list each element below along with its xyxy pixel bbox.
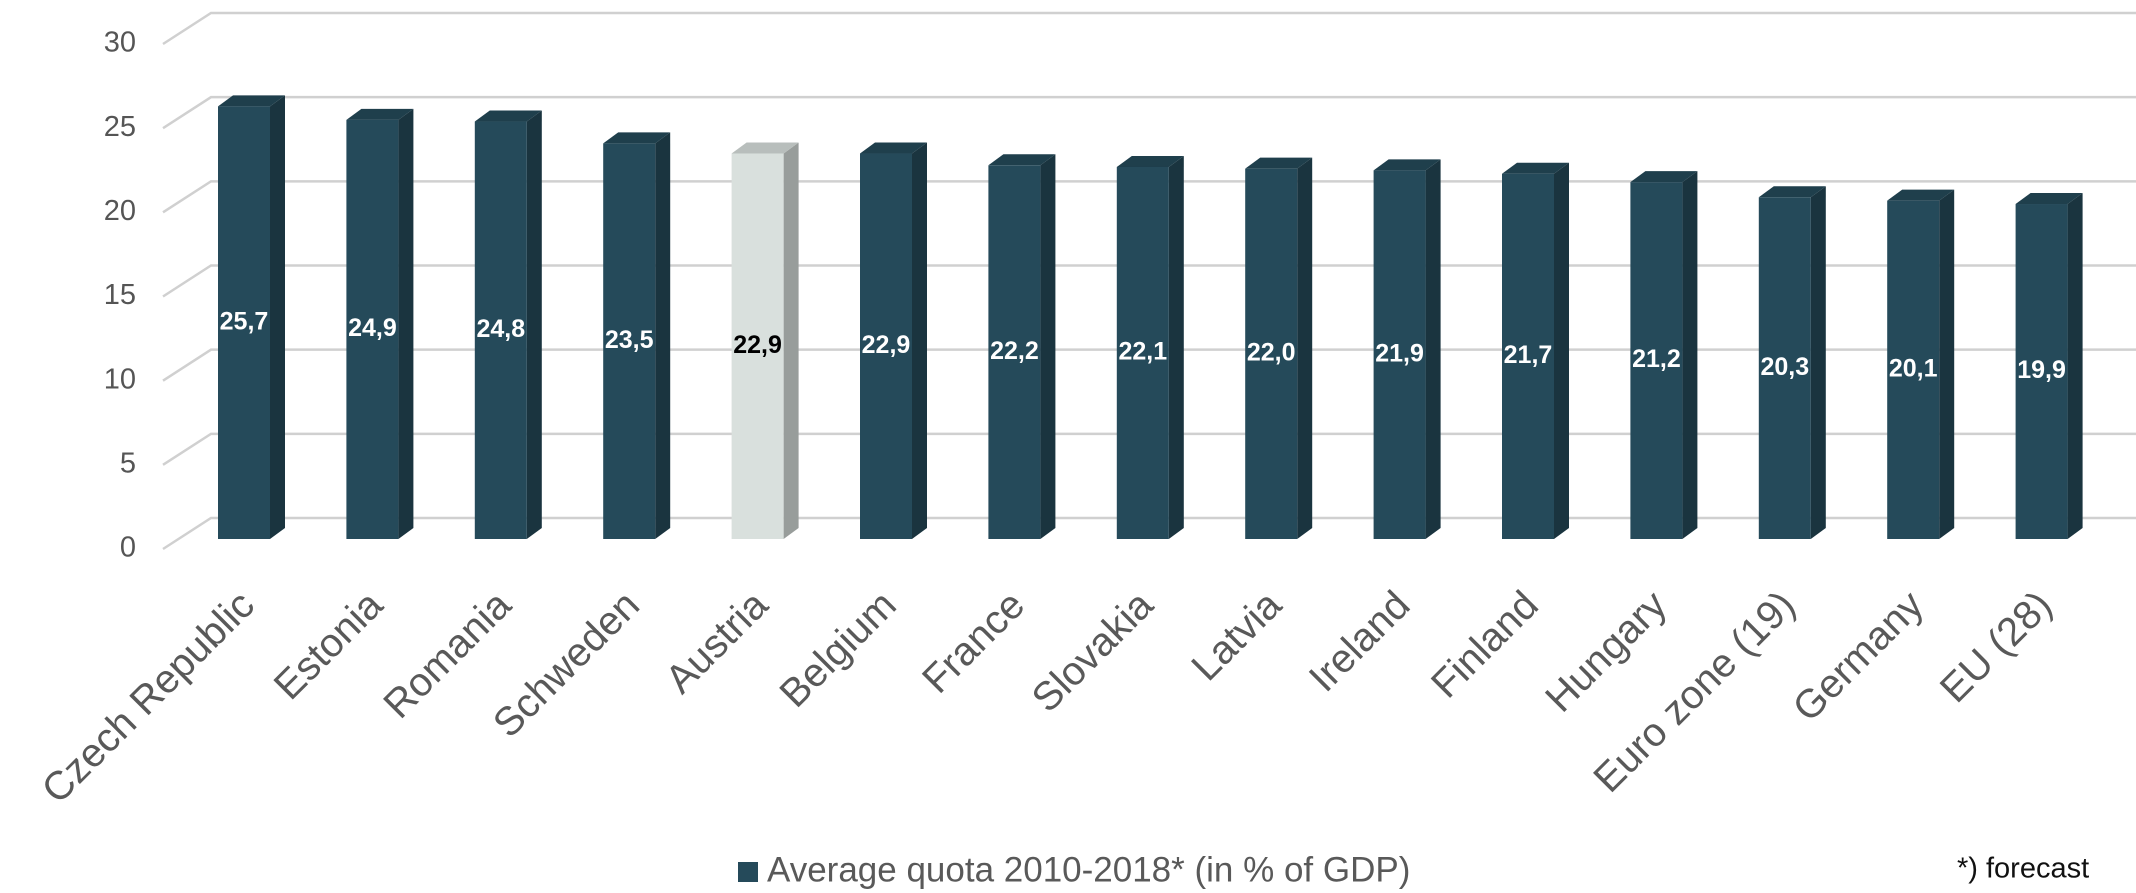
bar-side (1297, 157, 1313, 539)
data-label: 20,1 (1889, 354, 1938, 382)
bar-side (1040, 154, 1056, 540)
bar (2015, 204, 2068, 539)
bar-top (474, 110, 542, 122)
grid-line (162, 516, 2136, 551)
bar (1502, 173, 1554, 539)
y-tick-label: 10 (104, 363, 136, 395)
bar (474, 121, 527, 540)
data-label: 22,2 (990, 337, 1039, 365)
x-tick-label: Belgium (772, 583, 905, 716)
grid-line (162, 264, 2136, 298)
x-tick-label: EU (28) (1932, 583, 2061, 712)
bar-top (1887, 189, 1955, 201)
bar-side (912, 142, 927, 539)
bar (1116, 166, 1169, 539)
footnote: *) forecast (1957, 853, 2089, 885)
bar (1887, 200, 1940, 539)
data-label: 24,8 (476, 315, 525, 343)
data-label: 25,7 (220, 307, 269, 335)
bar (1245, 168, 1298, 539)
y-tick-label: 20 (104, 195, 136, 227)
bar-side (270, 95, 285, 539)
y-tick-label: 15 (104, 279, 136, 311)
bar (218, 106, 270, 539)
data-label: 23,5 (605, 326, 654, 354)
bar-side (526, 110, 542, 540)
bar-top (1373, 159, 1441, 171)
data-label: 22,1 (1118, 338, 1167, 366)
data-label: 21,2 (1632, 345, 1681, 373)
data-label: 20,3 (1760, 353, 1809, 381)
grid-line (162, 348, 2136, 382)
bar-top (860, 142, 927, 154)
bar-side (1425, 159, 1441, 539)
x-tick-label: Czech Republic (34, 583, 263, 812)
legend-label: Average quota 2010-2018* (in % of GDP) (767, 850, 1410, 889)
data-label: 19,9 (2017, 356, 2066, 384)
grid-line (162, 180, 2136, 214)
bar-top (2015, 193, 2083, 205)
bar-side (1810, 186, 1826, 540)
data-label: 22,0 (1247, 338, 1296, 366)
bar-top (1502, 162, 1569, 174)
bar (346, 119, 399, 539)
bar-top (346, 108, 414, 120)
bar-side (1168, 155, 1184, 539)
bar-side (398, 108, 414, 539)
bar-top (218, 95, 285, 107)
grid-line (162, 432, 2136, 466)
bar-top (1245, 157, 1313, 169)
x-tick-label: Estonia (266, 582, 392, 708)
bar-side (1554, 162, 1569, 539)
y-tick-label: 0 (120, 532, 136, 564)
bar (1758, 197, 1811, 540)
bar (988, 165, 1041, 540)
bar-top (1758, 186, 1826, 198)
x-tick-label: Finland (1423, 583, 1547, 707)
y-tick-label: 30 (104, 27, 136, 59)
legend-swatch (738, 862, 758, 882)
x-tick-label: Germany (1785, 583, 1932, 730)
bar-side (783, 142, 799, 539)
bar (1630, 182, 1683, 539)
bar-side (2067, 193, 2083, 539)
data-label: 22,9 (733, 331, 782, 359)
x-tick-label: France (914, 583, 1033, 702)
bar (1373, 170, 1426, 539)
bar (731, 153, 784, 539)
bar-side (1939, 189, 1955, 539)
bar-top (988, 154, 1056, 166)
data-label: 21,7 (1504, 341, 1553, 369)
x-tick-label: Latvia (1183, 582, 1290, 689)
bar-side (1682, 171, 1698, 539)
x-tick-label: Austria (657, 582, 777, 702)
data-label: 21,9 (1375, 339, 1424, 367)
y-tick-label: 5 (120, 447, 136, 479)
data-label: 24,9 (348, 314, 397, 342)
bar-top (603, 132, 671, 144)
bar (603, 143, 656, 539)
data-label: 22,9 (862, 331, 911, 359)
grid-line (162, 95, 2136, 130)
bar-top (1630, 171, 1698, 183)
grid-line (162, 11, 2136, 46)
x-tick-label: Ireland (1301, 583, 1419, 701)
x-tick-label: Slovakia (1024, 582, 1163, 721)
bar-top (1116, 155, 1184, 167)
bar (860, 153, 912, 539)
bar-side (655, 132, 671, 539)
bar-top (731, 142, 799, 154)
y-tick-label: 25 (104, 111, 136, 143)
